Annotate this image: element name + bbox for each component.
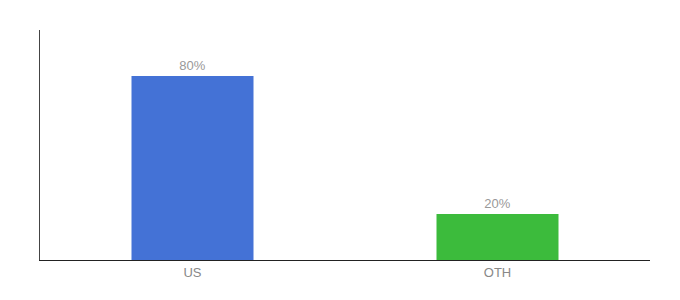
svg-text:US: US (183, 265, 201, 280)
svg-text:80%: 80% (179, 58, 205, 73)
svg-text:20%: 20% (484, 196, 510, 211)
svg-text:OTH: OTH (484, 265, 511, 280)
